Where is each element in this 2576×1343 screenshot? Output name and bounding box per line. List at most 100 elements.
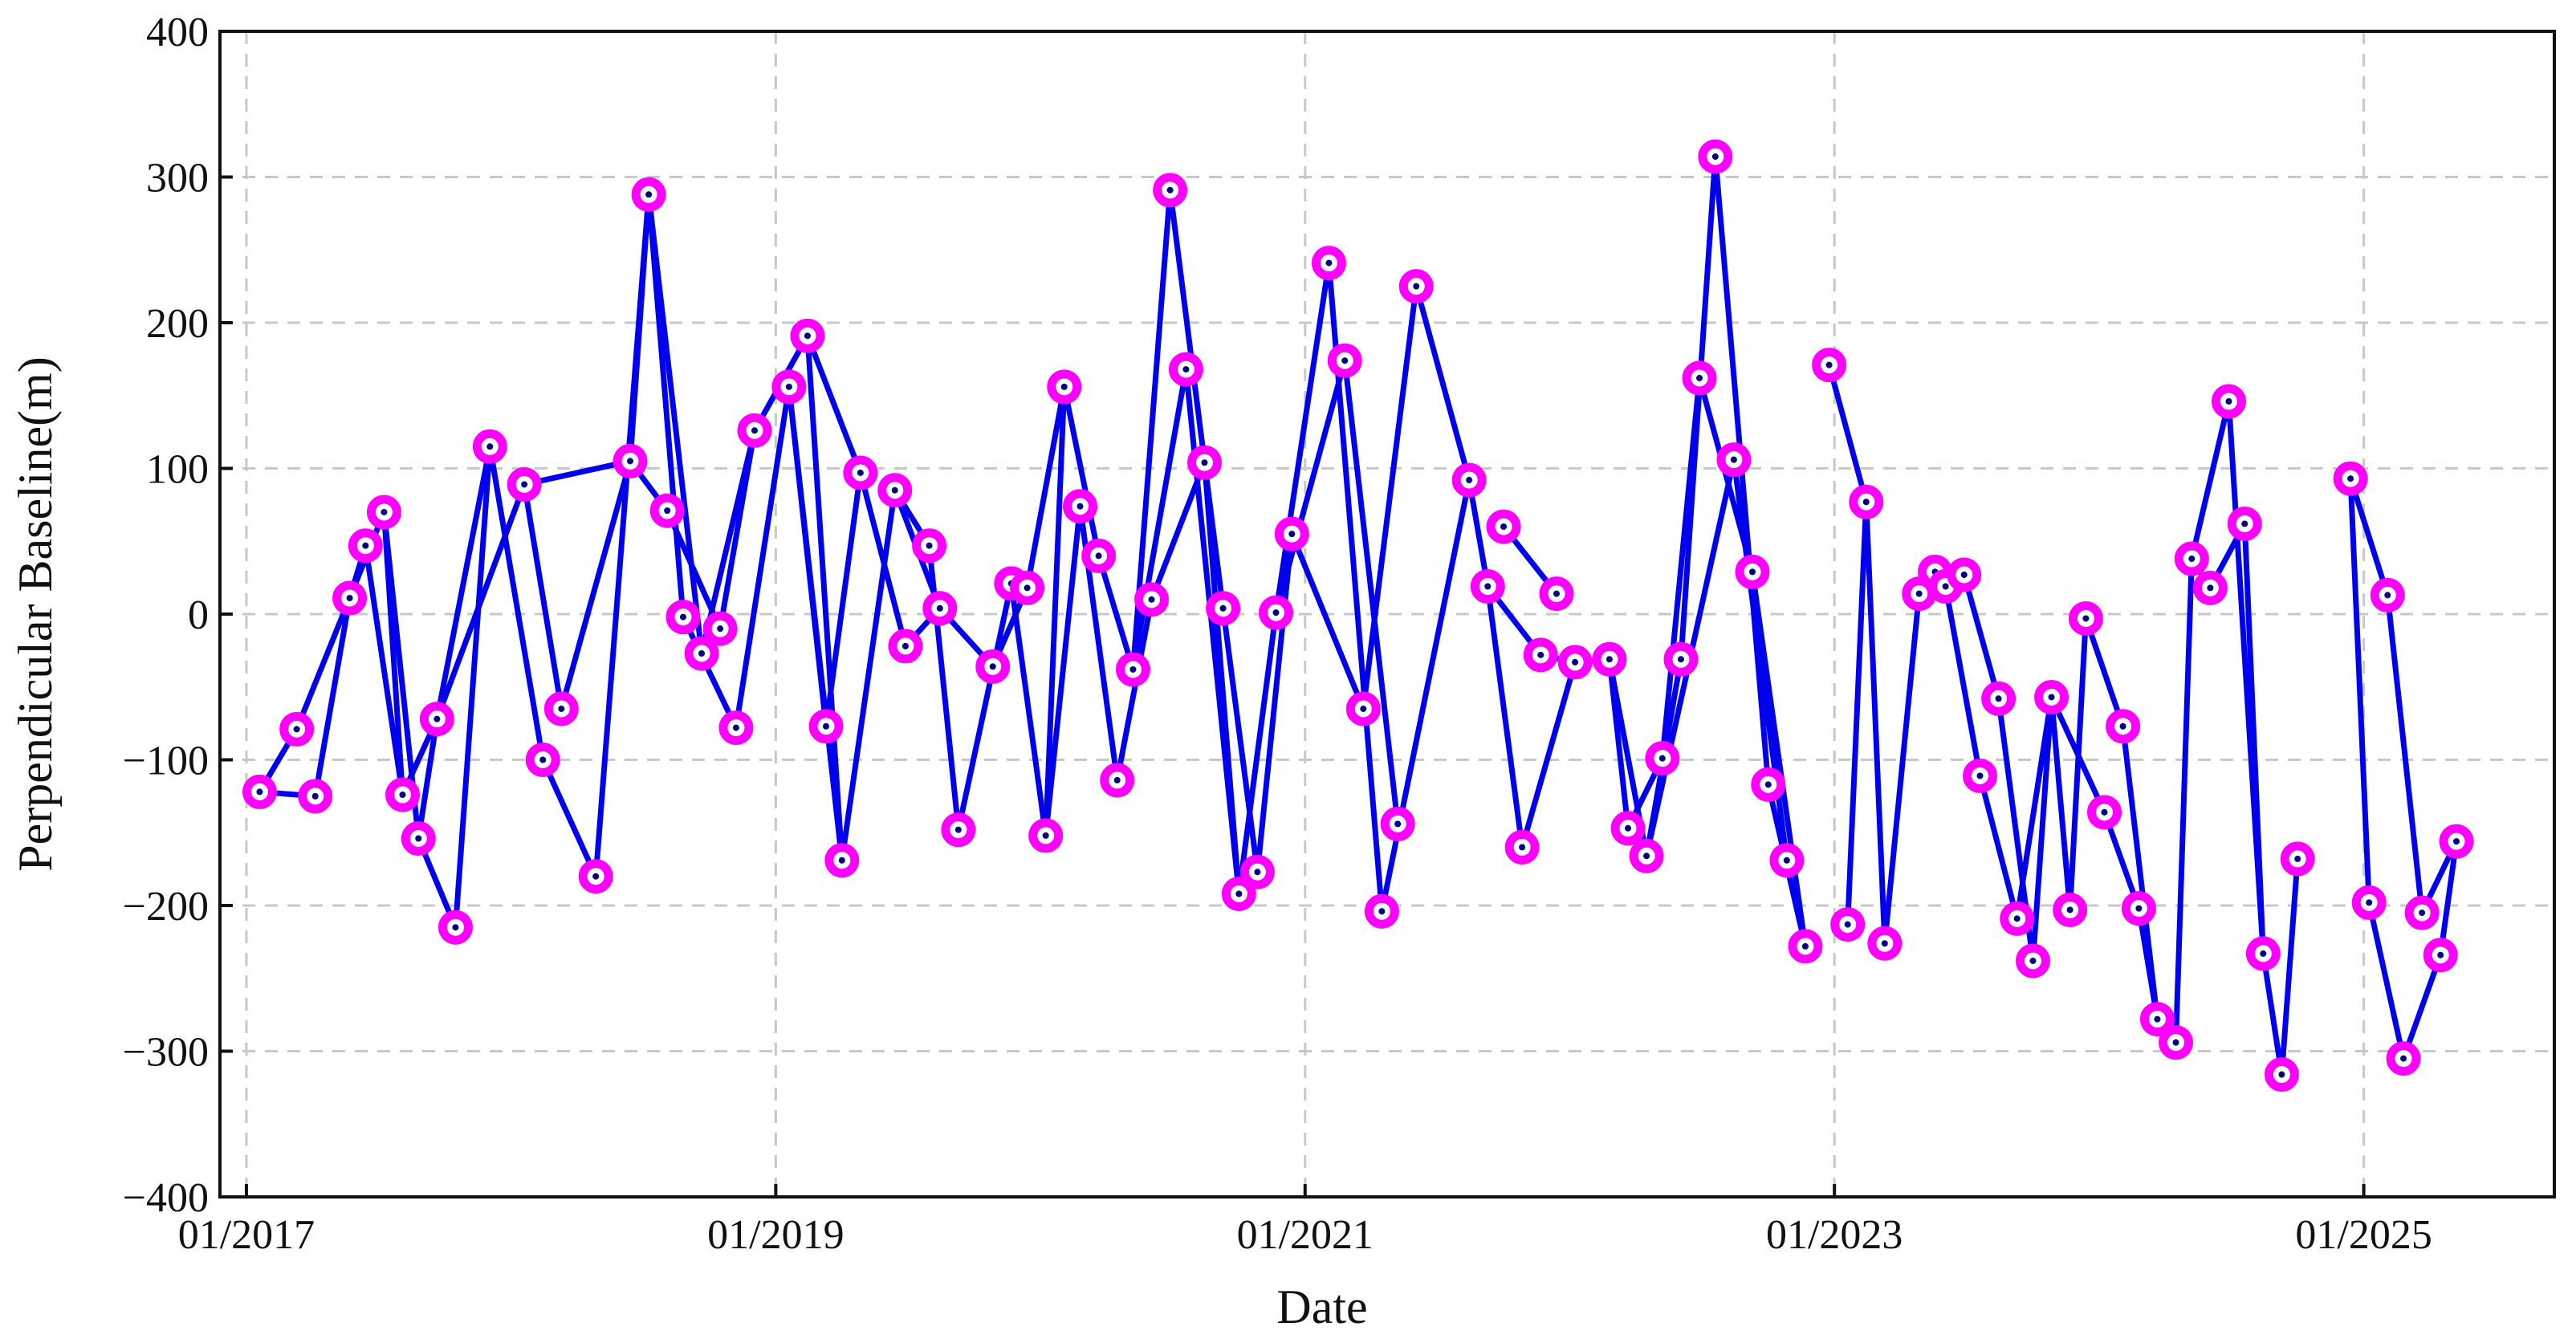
acquisition-marker-center [346,595,353,602]
acquisition-marker-center [2278,1071,2285,1078]
acquisition-marker-center [1976,772,1984,779]
baseline-connection [452,443,493,930]
acquisition-marker-center [1254,869,1261,876]
acquisition-marker-center [1378,908,1386,915]
baseline-connection [1378,477,1472,914]
baseline-connection [717,427,758,632]
y-tick-label: −200 [123,884,209,930]
y-axis-title: Perpendicular Baseline(m) [9,356,62,871]
acquisition-marker-center [1960,571,1968,578]
baseline-connection [1129,366,1189,673]
baseline-connection [558,458,633,712]
acquisition-marker-center [1625,824,1632,832]
acquisition-marker-center [1658,755,1666,762]
baseline-connection [1749,568,1809,950]
acquisition-marker-center [954,826,962,833]
baseline-connection [733,384,792,731]
baseline-connection [955,580,1015,833]
acquisition-marker-center [1466,477,1473,484]
baseline-connection [2400,952,2444,1062]
baseline-connection [2173,556,2195,1046]
acquisition-marker-center [1519,844,1526,851]
baseline-connection [2278,856,2301,1078]
baseline-connection [1826,362,1870,505]
acquisition-marker-center [399,792,406,799]
baseline-connection [1882,591,1923,946]
x-tick-label: 01/2017 [178,1212,315,1258]
acquisition-marker-center [785,383,792,390]
acquisition-marker-center [926,542,933,549]
y-tick-label: 200 [146,301,209,347]
acquisition-marker-center [1288,531,1296,538]
acquisition-marker-center [1325,259,1333,267]
acquisition-marker-center [645,191,653,198]
baseline-connection [1043,384,1068,839]
acquisition-marker-center [1696,374,1703,381]
baseline-connection [1977,772,2021,922]
acquisition-marker-center [1605,656,1613,663]
y-tick-label: −100 [123,739,209,784]
acquisition-marker-center [1572,658,1579,665]
baseline-connection [2014,694,2055,922]
acquisition-marker-center [1060,383,1068,390]
acquisition-marker-center [2384,592,2391,599]
acquisition-marker-center [256,788,263,796]
y-tick-label: −400 [123,1175,209,1221]
acquisition-marker-center [2066,906,2073,914]
baseline-connection [1273,357,1348,616]
baseline-connection [823,470,864,730]
acquisition-marker-center [2453,838,2460,845]
acquisition-marker-center [1825,361,1833,368]
acquisition-marker-center [1711,153,1719,161]
x-axis-title: Date [1276,1280,1367,1333]
acquisition-marker-center [1484,583,1491,590]
baseline-connection [1863,499,1888,946]
baseline-connection [2049,694,2073,913]
acquisition-marker-center [2419,910,2426,917]
acquisition-marker-center [1643,853,1650,860]
baseline-connection [1235,609,1280,897]
baseline-connection [2347,475,2372,906]
grid [220,31,2554,1197]
acquisition-marker-center [1862,499,1870,506]
acquisition-marker-center [1272,609,1280,617]
acquisition-marker-center [1394,820,1402,828]
acquisition-marker-center [2119,722,2126,730]
baseline-connection [680,614,739,731]
baseline-connection [1519,659,1578,850]
acquisition-marker-center [1166,186,1174,193]
acquisition-marker-center [2400,1055,2407,1062]
baseline-connection [1114,596,1155,783]
acquisition-marker-center [539,756,547,763]
baseline-connection [1096,552,1136,673]
y-tick-label: 400 [146,10,209,55]
baseline-connection [2082,615,2126,730]
x-tick-labels: 01/2017 01/2019 01/2021 01/2023 01/2025 [178,1212,2432,1258]
x-tick-label: 01/2019 [707,1212,844,1258]
acquisition-marker-center [1748,568,1756,576]
acquisition-marker-center [751,427,759,434]
acquisition-marker-center [1942,583,1949,590]
acquisition-marker-center [558,705,565,712]
acquisition-marker-center [679,613,686,621]
baseline-connection [362,543,405,798]
baseline-connection [2188,398,2232,562]
acquisition-marker-center [1219,604,1227,612]
acquisition-marker-center [2437,951,2444,958]
baseline-connection [2260,950,2285,1078]
baseline-connection [1413,283,1472,483]
acquisition-marker-center [1537,651,1544,658]
acquisition-marker-center [698,650,706,657]
baseline-connection [627,191,652,464]
baseline-connection [2029,694,2055,964]
axis-ticks [220,30,2366,1199]
x-tick-label: 01/2023 [1766,1212,1902,1258]
acquisition-marker-center [2347,475,2354,482]
baseline-connection [521,458,633,487]
acquisition-marker-center [1042,832,1049,839]
acquisition-marker-center [311,792,319,800]
acquisition-marker-center [2207,584,2214,592]
baseline-connection [1024,384,1068,591]
acquisition-marker-center [732,724,739,731]
